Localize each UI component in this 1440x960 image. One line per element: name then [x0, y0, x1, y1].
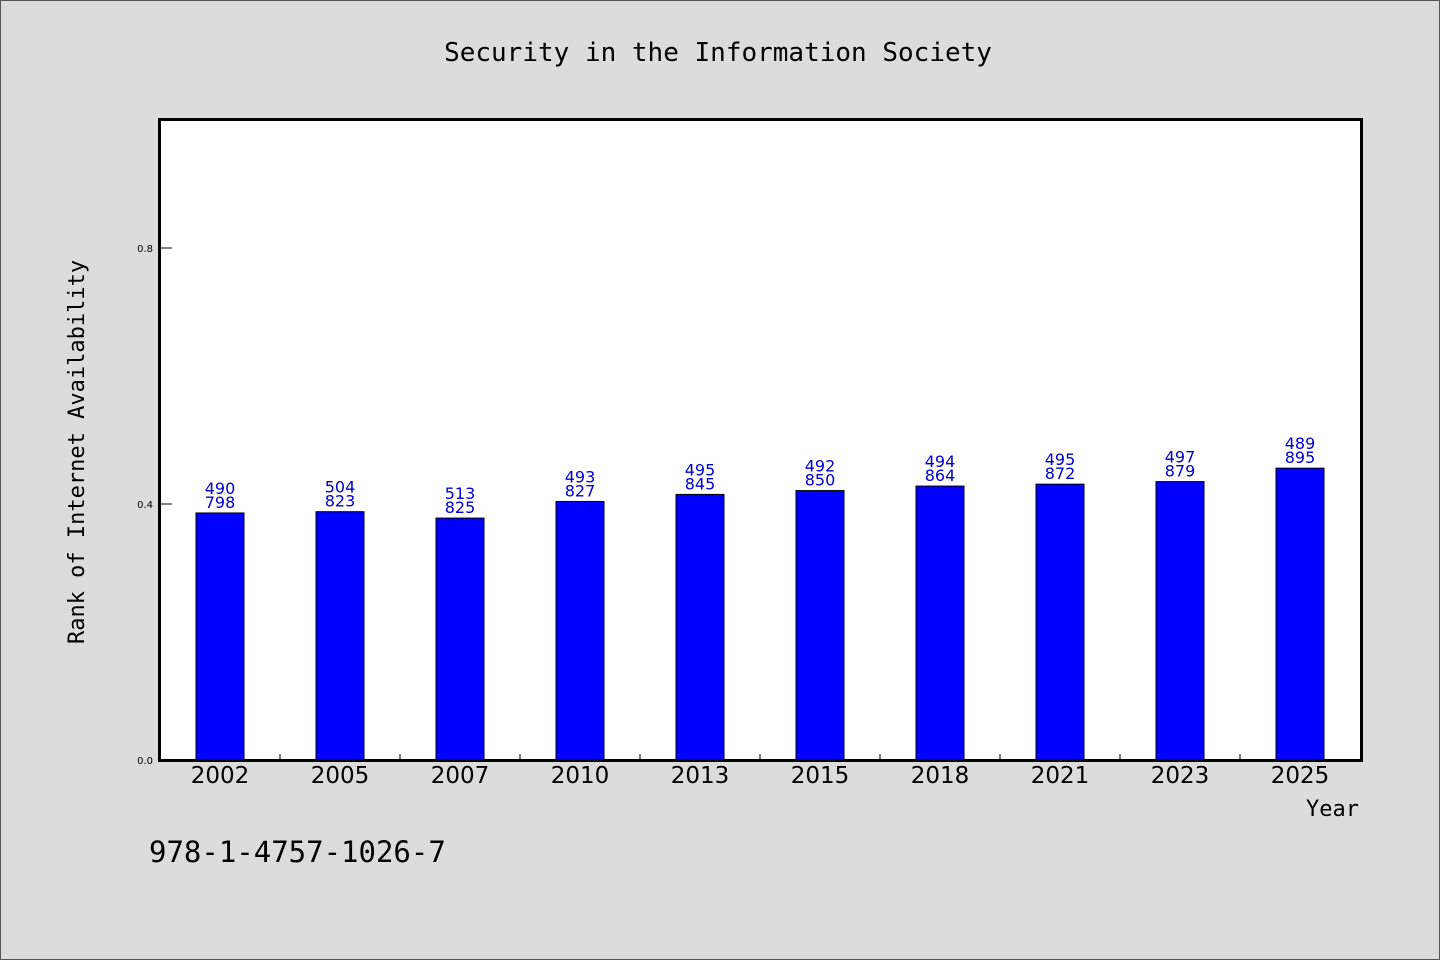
bar-2021	[1035, 483, 1085, 761]
x-tick-label-2005: 2005	[311, 763, 370, 789]
y-tick-label-0.0: 0.0	[137, 756, 153, 767]
x-tick-label-2002: 2002	[191, 763, 250, 789]
x-axis-ticks: 2002 2005 2007 2010 2013 2015 2018 2021 2023 2025	[191, 754, 1330, 789]
data-label-bottom-2013: 845	[685, 474, 716, 493]
data-label-bottom-2025: 895	[1285, 448, 1316, 467]
data-label-bottom-2015: 850	[805, 471, 836, 490]
data-label-bottom-2021: 872	[1045, 464, 1076, 483]
x-axis-label: Year	[1306, 797, 1359, 822]
x-tick-label-2015: 2015	[791, 763, 850, 789]
data-label-bottom-2002: 798	[205, 493, 236, 512]
chart-title: Security in the Information Society	[444, 38, 992, 68]
data-label-top-2018: 494	[925, 452, 956, 471]
bar-2007	[435, 517, 485, 761]
bar-2013	[675, 493, 725, 761]
data-label-top-2013: 495	[685, 460, 716, 479]
data-label-bottom-2005: 823	[325, 492, 356, 511]
x-tick-label-2025: 2025	[1271, 763, 1330, 789]
data-label-top-2023: 497	[1165, 448, 1196, 467]
y-axis-ticks: 0.0 0.4 0.8	[137, 244, 172, 767]
x-tick-label-2018: 2018	[911, 763, 970, 789]
y-tick-label-0.8: 0.8	[137, 244, 153, 255]
data-label-bottom-2010: 827	[565, 481, 596, 500]
data-label-bottom-2018: 864	[925, 466, 956, 485]
x-tick-label-2010: 2010	[551, 763, 610, 789]
bar-2005	[315, 511, 365, 761]
x-tick-label-2013: 2013	[671, 763, 730, 789]
bar-2025	[1275, 467, 1325, 761]
bar-2018	[915, 485, 965, 761]
data-label-top-2007: 513	[445, 484, 476, 503]
bar-2015	[795, 490, 845, 761]
bar-2023	[1155, 481, 1205, 761]
bar-2010	[555, 500, 605, 761]
data-label-bottom-2023: 879	[1165, 462, 1196, 481]
data-label-top-2021: 495	[1045, 450, 1076, 469]
data-label-top-2015: 492	[805, 457, 836, 476]
x-tick-label-2007: 2007	[431, 763, 490, 789]
data-label-bottom-2007: 825	[445, 498, 476, 517]
y-tick-label-0.4: 0.4	[137, 500, 153, 511]
isbn-text: 978-1-4757-1026-7	[149, 835, 446, 869]
data-label-top-2005: 504	[325, 478, 356, 497]
data-label-top-2010: 493	[565, 467, 596, 486]
bars-layer	[195, 467, 1325, 761]
y-axis-label: Rank of Internet Availability	[65, 260, 90, 644]
data-label-top-2025: 489	[1285, 434, 1316, 453]
x-tick-label-2023: 2023	[1151, 763, 1210, 789]
bar-2002	[195, 512, 245, 761]
data-label-top-2002: 490	[205, 479, 236, 498]
x-tick-label-2021: 2021	[1031, 763, 1090, 789]
